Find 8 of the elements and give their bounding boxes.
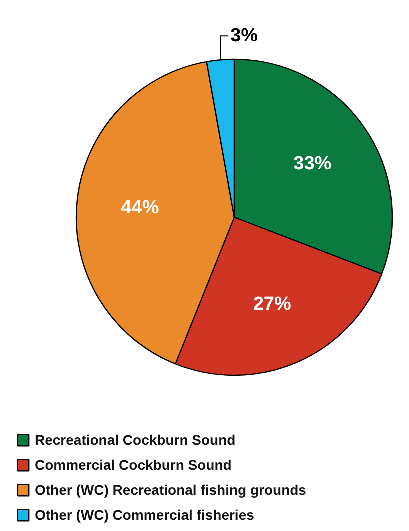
data-label: 27% [253,294,292,315]
legend-label: Other (WC) Commercial fisheries [35,507,254,523]
legend-label: Recreational Cockburn Sound [35,432,236,448]
data-label: 3% [230,26,258,47]
legend-label: Other (WC) Recreational fishing grounds [35,482,306,498]
data-label: 33% [294,153,332,174]
legend-label: Commercial Cockburn Sound [35,457,232,473]
data-label: 44% [121,197,160,218]
